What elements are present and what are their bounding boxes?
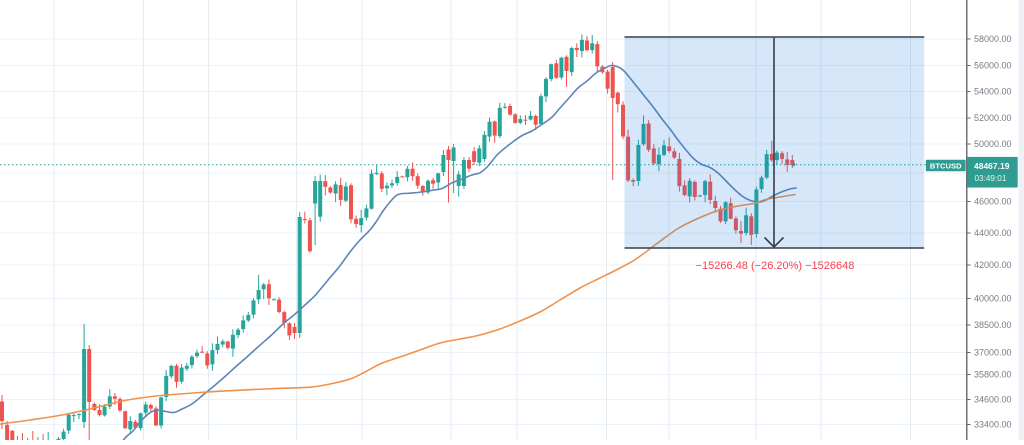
svg-text:−15266.48 (−26.20%) −1526648: −15266.48 (−26.20%) −1526648 [696, 260, 855, 272]
svg-text:33400.00: 33400.00 [974, 420, 1012, 430]
svg-text:03:49:01: 03:49:01 [975, 174, 1007, 183]
svg-text:44000.00: 44000.00 [974, 228, 1012, 238]
svg-text:56000.00: 56000.00 [974, 61, 1012, 71]
svg-text:52000.00: 52000.00 [974, 113, 1012, 123]
svg-text:50000.00: 50000.00 [974, 139, 1012, 149]
svg-text:46000.00: 46000.00 [974, 197, 1012, 207]
svg-text:42000.00: 42000.00 [974, 260, 1012, 270]
svg-text:48467.19: 48467.19 [974, 161, 1010, 171]
svg-text:54000.00: 54000.00 [974, 87, 1012, 97]
svg-text:35800.00: 35800.00 [974, 370, 1012, 380]
svg-text:37000.00: 37000.00 [974, 347, 1012, 357]
svg-text:58000.00: 58000.00 [974, 34, 1012, 44]
svg-text:34600.00: 34600.00 [974, 395, 1012, 405]
svg-text:40000.00: 40000.00 [974, 293, 1012, 303]
svg-text:BTCUSD: BTCUSD [930, 161, 962, 170]
svg-text:38500.00: 38500.00 [974, 320, 1012, 330]
